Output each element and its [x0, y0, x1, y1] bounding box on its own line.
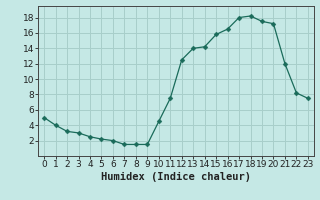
X-axis label: Humidex (Indice chaleur): Humidex (Indice chaleur)	[101, 172, 251, 182]
